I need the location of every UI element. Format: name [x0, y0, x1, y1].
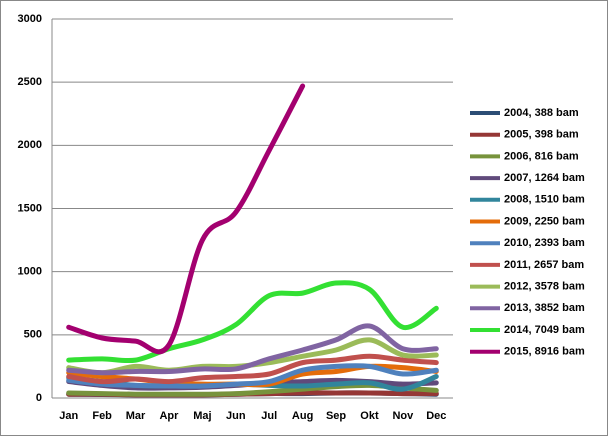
y-tick-label: 1000 — [18, 266, 42, 278]
legend-label: 2014, 7049 bam — [504, 324, 585, 336]
y-tick-label: 0 — [36, 392, 42, 404]
series-line — [66, 353, 439, 385]
legend-label: 2012, 3578 bam — [504, 281, 585, 293]
series-line — [66, 83, 306, 355]
y-tick-label: 2000 — [18, 139, 42, 151]
legend-label: 2015, 8916 bam — [504, 346, 585, 358]
series-line — [66, 363, 439, 389]
x-tick-label: Jul — [261, 410, 277, 422]
series-line — [66, 280, 439, 364]
legend: 2004, 388 bam 2005, 398 bam 2006, 816 bam 2… — [470, 107, 585, 358]
legend-label: 2006, 816 bam — [504, 150, 579, 162]
legend-label: 2004, 388 bam — [504, 107, 579, 119]
x-tick-label: Nov — [392, 410, 414, 422]
labels: 0 500 1000 1500 2000 2500 3000 Jan Feb Mar Apr Maj J… — [18, 13, 447, 422]
lines — [66, 83, 439, 398]
legend-label: 2008, 1510 bam — [504, 194, 585, 206]
legend-label: 2005, 398 bam — [504, 129, 579, 141]
y-tick-label: 3000 — [18, 13, 42, 25]
legend-label: 2009, 2250 bam — [504, 215, 585, 227]
x-tick-label: Sep — [326, 410, 346, 422]
legend-label: 2007, 1264 bam — [504, 172, 585, 184]
series-line — [66, 323, 439, 376]
legend-label: 2013, 3852 bam — [504, 302, 585, 314]
y-tick-label: 500 — [24, 329, 42, 341]
x-tick-label: Jun — [226, 410, 246, 422]
x-tick-label: Maj — [193, 410, 211, 422]
y-tick-label: 2500 — [18, 76, 42, 88]
legend-label: 2011, 2657 bam — [504, 259, 584, 271]
y-tick-label: 1500 — [18, 202, 42, 214]
x-tick-label: Feb — [92, 410, 112, 422]
x-tick-label: Dec — [426, 410, 446, 422]
x-tick-label: Jan — [59, 410, 78, 422]
x-tick-label: Mar — [126, 410, 146, 422]
legend-label: 2010, 2393 bam — [504, 237, 585, 249]
x-tick-label: Apr — [159, 410, 179, 422]
x-tick-label: Aug — [292, 410, 313, 422]
x-tick-label: Okt — [360, 410, 379, 422]
